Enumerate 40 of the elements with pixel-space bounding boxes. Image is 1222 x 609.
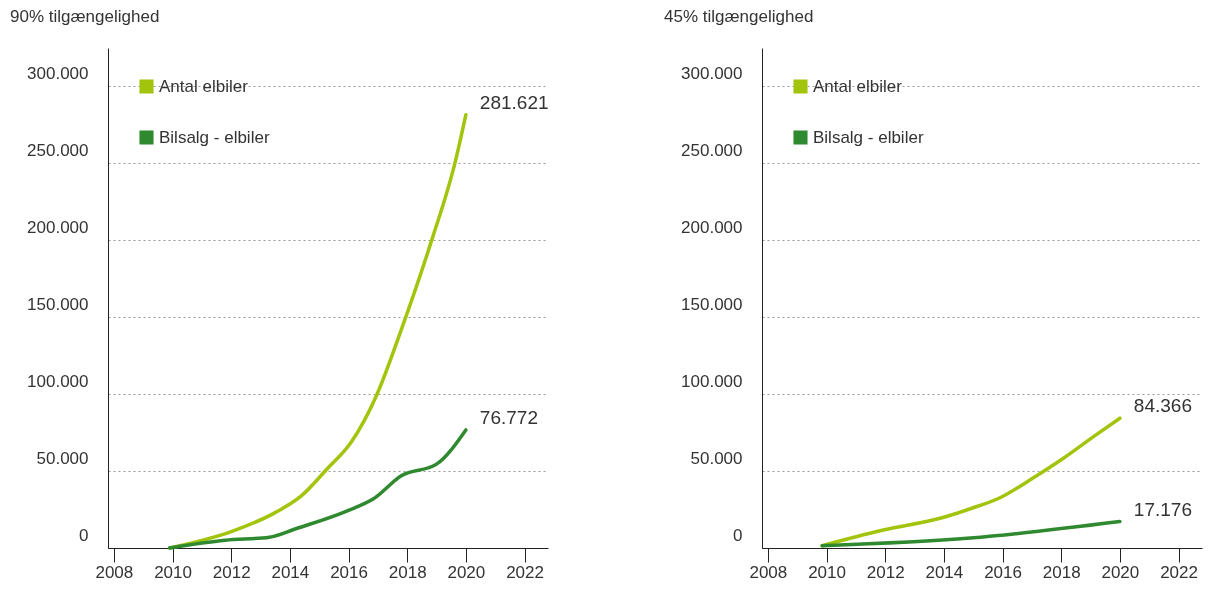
x-tick-label: 2012 <box>212 562 251 582</box>
x-tick-label: 2020 <box>1101 562 1140 582</box>
y-tick-label: 200.000 <box>27 217 89 237</box>
x-tick-label: 2010 <box>808 562 846 582</box>
x-tick-label: 2012 <box>866 562 905 582</box>
y-tick-label: 250.000 <box>681 140 743 160</box>
x-tick-label: 2008 <box>95 562 134 582</box>
x-tick-label: 2010 <box>154 562 192 582</box>
y-tick-label: 250.000 <box>27 140 89 160</box>
x-tick-label: 2018 <box>388 562 427 582</box>
data-label: 17.176 <box>1133 498 1192 520</box>
data-label: 84.366 <box>1133 395 1192 417</box>
x-tick-label: 2008 <box>749 562 788 582</box>
x-tick-label: 2022 <box>1160 562 1198 582</box>
legend-label: Antal elbiler <box>159 76 249 96</box>
chart-title: 90% tilgængelighed <box>10 7 160 26</box>
y-tick-label: 100.000 <box>681 371 743 391</box>
x-tick-label: 2020 <box>447 562 486 582</box>
legend-label: Antal elbiler <box>813 76 903 96</box>
y-tick-label: 100.000 <box>27 371 89 391</box>
x-tick-label: 2014 <box>925 562 964 582</box>
y-tick-label: 300.000 <box>681 63 743 83</box>
y-tick-label: 50.000 <box>36 448 89 468</box>
y-tick-label: 300.000 <box>27 63 89 83</box>
chart-title: 45% tilgængelighed <box>664 7 814 26</box>
y-tick-label: 0 <box>79 525 89 545</box>
y-tick-label: 50.000 <box>690 448 743 468</box>
x-tick-label: 2016 <box>984 562 1022 582</box>
legend-label: Bilsalg - elbiler <box>159 127 270 147</box>
y-tick-label: 200.000 <box>681 217 743 237</box>
data-label: 76.772 <box>479 406 538 428</box>
y-tick-label: 150.000 <box>27 294 89 314</box>
data-label: 281.621 <box>479 91 549 113</box>
y-tick-label: 150.000 <box>681 294 743 314</box>
x-tick-label: 2014 <box>271 562 310 582</box>
x-tick-label: 2018 <box>1042 562 1081 582</box>
legend-label: Bilsalg - elbiler <box>813 127 924 147</box>
x-tick-label: 2022 <box>506 562 544 582</box>
y-tick-label: 0 <box>733 525 743 545</box>
x-tick-label: 2016 <box>330 562 368 582</box>
